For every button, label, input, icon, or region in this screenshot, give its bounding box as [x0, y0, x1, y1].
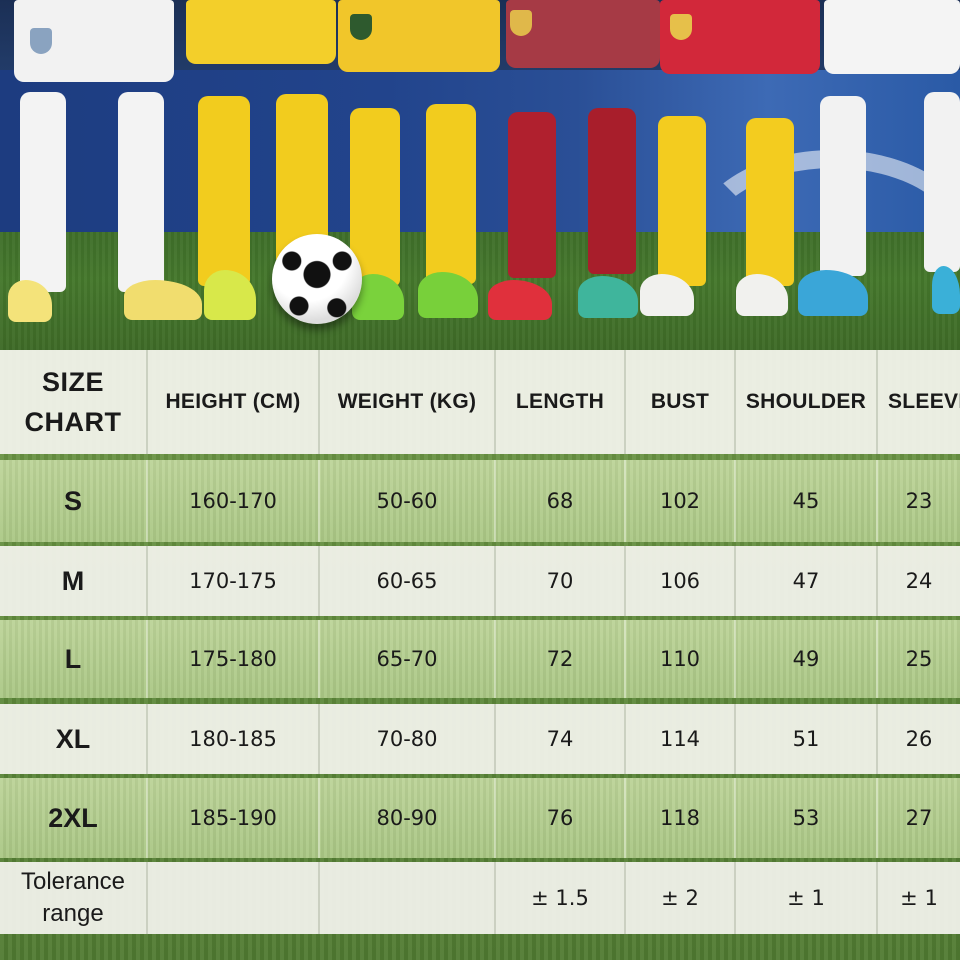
table-row: L 175-180 65-70 72 110 49 25: [0, 620, 960, 698]
size-label: L: [64, 643, 82, 674]
size-chart-title-line1: SIZE: [41, 367, 104, 397]
tolerance-height: [146, 862, 318, 934]
sleeve-value: 23: [876, 460, 960, 542]
tolerance-label-line2: range: [42, 900, 104, 927]
player-boot: [488, 280, 552, 320]
height-value: 185-190: [146, 778, 318, 858]
table-row: 2XL 185-190 80-90 76 118 53 27: [0, 778, 960, 858]
player-leg: [658, 116, 706, 286]
tolerance-label: Tolerance range: [0, 862, 146, 934]
player-yellow-shorts: [186, 0, 336, 64]
size-label: XL: [55, 723, 91, 754]
table-row: M 170-175 60-65 70 106 47 24: [0, 546, 960, 616]
bust-value: 110: [624, 620, 734, 698]
player-leg: [350, 108, 400, 286]
weight-value: 70-80: [318, 704, 494, 774]
soccer-ball-icon: [272, 234, 362, 324]
sleeve-value: 26: [876, 704, 960, 774]
kit-crest-icon: [30, 28, 52, 54]
player-boot: [418, 272, 478, 318]
length-value: 72: [494, 620, 624, 698]
height-value: 160-170: [146, 460, 318, 542]
column-header-length: LENGTH: [494, 350, 624, 454]
player-boot: [124, 280, 202, 320]
table-row: XL 180-185 70-80 74 114 51 26: [0, 704, 960, 774]
shoulder-value: 53: [734, 778, 876, 858]
bust-value: 102: [624, 460, 734, 542]
size-label: S: [63, 485, 82, 516]
size-chart-title-line2: CHART: [24, 407, 122, 437]
length-value: 68: [494, 460, 624, 542]
length-value: 74: [494, 704, 624, 774]
tolerance-row: Tolerance range ± 1.5 ± 2 ± 1 ± 1: [0, 862, 960, 934]
weight-value: 65-70: [318, 620, 494, 698]
tolerance-length: ± 1.5: [494, 862, 624, 934]
player-boot: [932, 266, 960, 314]
player-leg: [20, 92, 66, 292]
player-leg: [924, 92, 960, 272]
height-value: 175-180: [146, 620, 318, 698]
tolerance-bust: ± 2: [624, 862, 734, 934]
player-maroon-shorts: [506, 0, 660, 68]
weight-value: 80-90: [318, 778, 494, 858]
player-leg: [508, 112, 556, 278]
size-label: M: [61, 565, 85, 596]
weight-value: 60-65: [318, 546, 494, 616]
bust-value: 118: [624, 778, 734, 858]
shoulder-value: 47: [734, 546, 876, 616]
column-header-height: HEIGHT (CM): [146, 350, 318, 454]
player-boot: [8, 280, 52, 322]
player-boot: [204, 270, 256, 320]
header-photo: [0, 0, 960, 350]
length-value: 76: [494, 778, 624, 858]
size-chart-table: SIZE CHART HEIGHT (CM) WEIGHT (KG) LENGT…: [0, 350, 960, 960]
length-value: 70: [494, 546, 624, 616]
sleeve-value: 27: [876, 778, 960, 858]
column-header-weight: WEIGHT (KG): [318, 350, 494, 454]
player-boot: [736, 274, 788, 316]
kit-crest-icon: [350, 14, 372, 40]
weight-value: 50-60: [318, 460, 494, 542]
player-boot: [640, 274, 694, 316]
player-leg: [198, 96, 250, 286]
bust-value: 114: [624, 704, 734, 774]
sleeve-value: 24: [876, 546, 960, 616]
size-chart-title: SIZE CHART: [0, 350, 146, 454]
player-leg: [118, 92, 164, 292]
column-header-bust: BUST: [624, 350, 734, 454]
column-header-shoulder: SHOULDER: [734, 350, 876, 454]
tolerance-weight: [318, 862, 494, 934]
shoulder-value: 51: [734, 704, 876, 774]
player-leg: [820, 96, 866, 276]
tolerance-shoulder: ± 1: [734, 862, 876, 934]
table-row: S 160-170 50-60 68 102 45 23: [0, 460, 960, 542]
bust-value: 106: [624, 546, 734, 616]
player-leg: [588, 108, 636, 274]
table-header-row: SIZE CHART HEIGHT (CM) WEIGHT (KG) LENGT…: [0, 350, 960, 454]
height-value: 170-175: [146, 546, 318, 616]
column-header-sleeve: SLEEVE: [876, 350, 960, 454]
player-leg: [746, 118, 794, 286]
tolerance-label-line1: Tolerance: [20, 868, 126, 895]
kit-crest-icon: [510, 10, 532, 36]
kit-crest-icon: [670, 14, 692, 40]
height-value: 180-185: [146, 704, 318, 774]
player-white-shorts: [824, 0, 960, 74]
shoulder-value: 45: [734, 460, 876, 542]
shoulder-value: 49: [734, 620, 876, 698]
player-leg: [426, 104, 476, 284]
player-boot: [798, 270, 868, 316]
size-label: 2XL: [48, 802, 98, 833]
player-boot: [578, 276, 638, 318]
sleeve-value: 25: [876, 620, 960, 698]
tolerance-sleeve: ± 1: [876, 862, 960, 934]
